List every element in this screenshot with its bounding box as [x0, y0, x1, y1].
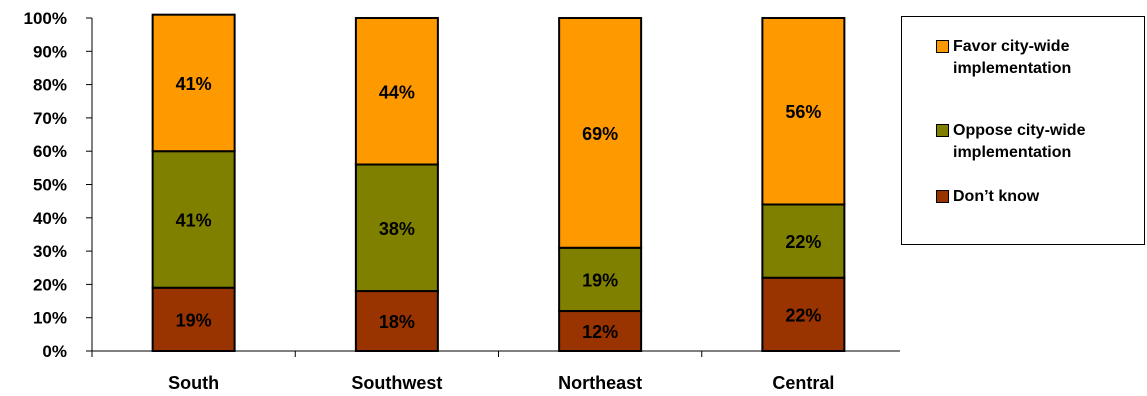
legend-swatch-dont-know — [936, 190, 949, 203]
legend-label-favor: Favor city-wide implementation — [953, 38, 1072, 77]
data-label: 69% — [582, 124, 618, 144]
y-tick-label: 50% — [33, 176, 67, 195]
bar-segment — [354, 290, 439, 352]
data-label: 41% — [176, 210, 212, 230]
y-tick-label: 10% — [33, 309, 67, 328]
data-label: 22% — [785, 305, 821, 325]
legend-swatch-favor — [936, 40, 949, 53]
y-tick-label: 70% — [33, 109, 67, 128]
data-label: 12% — [582, 322, 618, 342]
bar-segment — [151, 286, 236, 353]
bar-segment — [151, 13, 236, 153]
legend-label-dont-know: Don’t know — [953, 188, 1040, 205]
bar-segment — [151, 150, 236, 289]
data-label: 41% — [176, 74, 212, 94]
bar-segment — [558, 246, 643, 313]
bar-segment — [558, 17, 643, 249]
data-label: 44% — [379, 82, 415, 102]
data-label: 38% — [379, 219, 415, 239]
y-tick-label: 20% — [33, 275, 67, 294]
category-label: Northeast — [558, 373, 642, 393]
category-label: Southwest — [351, 373, 442, 393]
y-tick-label: 90% — [33, 42, 67, 61]
data-label: 19% — [582, 270, 618, 290]
legend-item-oppose: Oppose city-wide implementation — [936, 120, 1123, 164]
category-label: Central — [772, 373, 834, 393]
bar-segment — [761, 17, 846, 206]
y-tick-label: 80% — [33, 76, 67, 95]
data-label: 18% — [379, 312, 415, 332]
y-tick-label: 60% — [33, 142, 67, 161]
y-tick-label: 40% — [33, 209, 67, 228]
y-tick-label: 0% — [42, 342, 67, 361]
bar-segment — [354, 163, 439, 293]
data-label: 56% — [785, 102, 821, 122]
bar-segment — [761, 276, 846, 352]
y-tick-label: 30% — [33, 242, 67, 261]
y-tick-label: 100% — [24, 9, 67, 28]
bar-segment — [354, 17, 439, 166]
data-label: 19% — [176, 310, 212, 330]
stacked-bar-chart: 0% 10% 20% 30% 40% 50% 60% 70% 80% 90% 100% 19% 41% 4… — [24, 9, 900, 393]
chart-legend: Favor city-wide implementation Oppose ci… — [901, 16, 1145, 245]
data-label: 22% — [785, 232, 821, 252]
category-label: South — [168, 373, 219, 393]
legend-item-dont-know: Don’t know — [936, 186, 1123, 208]
legend-label-oppose: Oppose city-wide implementation — [953, 122, 1086, 161]
legend-item-favor: Favor city-wide implementation — [936, 36, 1123, 80]
legend-swatch-oppose — [936, 124, 949, 137]
